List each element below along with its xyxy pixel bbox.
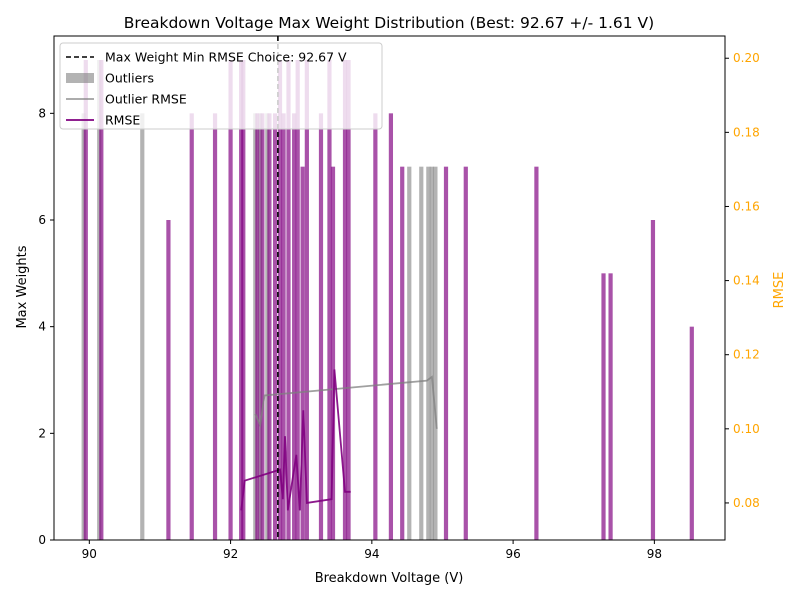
- max-weight-bar: [330, 166, 336, 540]
- chart-title: Breakdown Voltage Max Weight Distributio…: [124, 14, 654, 32]
- y-axis-title: Max Weights: [15, 245, 30, 328]
- x-tick-label: 96: [505, 547, 520, 561]
- x-tick-label: 92: [223, 547, 238, 561]
- x-tick-label: 98: [647, 547, 662, 561]
- legend-box: [59, 42, 383, 130]
- y2-tick-label: 0.10: [733, 422, 760, 436]
- outlier-bar: [429, 166, 434, 540]
- max-weight-bar: [689, 326, 694, 540]
- outlier-bar: [426, 166, 431, 540]
- max-weight-bar: [189, 113, 194, 540]
- y2-tick-label: 0.12: [733, 348, 760, 362]
- max-weight-bar: [277, 60, 283, 540]
- y-tick-label: 0: [38, 533, 46, 547]
- max-weight-bar: [239, 60, 244, 540]
- max-weight-bar: [327, 60, 332, 540]
- max-weight-bar: [443, 166, 449, 540]
- max-weight-bar: [99, 60, 104, 540]
- rmse-line: [240, 369, 351, 511]
- max-weight-bar: [463, 166, 468, 540]
- outlier-bar: [97, 60, 102, 540]
- max-weight-bar: [212, 113, 218, 540]
- legend-swatch-outliers: [66, 73, 94, 83]
- plot-area: 90 92 94 96 98 0 2 4 6 8 0.08 0.10 0.12 0.14 0.16 0.18 0…: [38, 35, 760, 561]
- legend-label: Outlier RMSE: [105, 92, 187, 107]
- max-weight-bar: [373, 113, 378, 540]
- max-weight-bar: [650, 220, 656, 540]
- max-weight-bar: [83, 60, 88, 540]
- y-tick-label: 4: [38, 320, 46, 334]
- max-weight-bar: [260, 113, 265, 540]
- max-weight-bar: [286, 60, 291, 540]
- max-weight-bar: [228, 60, 233, 540]
- max-weight-bar: [292, 113, 297, 540]
- y-tick-label: 6: [38, 213, 46, 227]
- outlier-bar: [253, 113, 258, 540]
- max-weight-bar: [281, 113, 286, 540]
- max-weight-bar: [300, 166, 305, 540]
- max-weight-bar: [342, 60, 348, 540]
- max-weight-bar: [346, 60, 351, 540]
- max-weight-bar: [267, 113, 272, 540]
- outlier-bar: [258, 113, 263, 540]
- max-weight-bar: [400, 166, 405, 540]
- y-tick-label: 2: [38, 426, 46, 440]
- max-weight-bar: [388, 113, 394, 540]
- y2-tick-label: 0.16: [733, 199, 760, 213]
- max-weight-bar: [166, 220, 171, 540]
- y2-tick-label: 0.08: [733, 496, 760, 510]
- axes-frame: [53, 35, 726, 541]
- x-axis-title: Breakdown Voltage (V): [315, 571, 464, 586]
- outlier-bar: [265, 113, 270, 540]
- outlier-rmse-line: [254, 375, 438, 429]
- y2-tick-label: 0.18: [733, 125, 760, 139]
- max-weight-bar: [601, 273, 606, 540]
- legend-label: Max Weight Min RMSE Choice: 92.67 V: [105, 50, 347, 65]
- max-weight-bar: [272, 113, 278, 540]
- max-weight-bar: [255, 113, 260, 540]
- outlier-bar: [433, 166, 438, 540]
- y2-tick-label: 0.14: [733, 274, 760, 288]
- outlier-bar: [81, 113, 86, 540]
- y-tick-label: 8: [38, 106, 46, 120]
- x-tick-label: 94: [364, 547, 379, 561]
- max-weight-bar: [318, 113, 324, 540]
- outlier-bar: [407, 166, 412, 540]
- outlier-bar: [140, 113, 145, 540]
- y2-tick-label: 0.20: [733, 51, 760, 65]
- max-weight-bar: [608, 273, 613, 540]
- y2-axis-title: RMSE: [772, 272, 787, 309]
- max-weight-bar: [304, 60, 309, 540]
- max-weight-bar: [295, 60, 300, 540]
- x-tick-label: 90: [82, 547, 97, 561]
- legend-label: RMSE: [105, 113, 140, 128]
- max-weight-bar: [534, 166, 539, 540]
- max-weight-bar: [241, 60, 246, 540]
- legend: Max Weight Min RMSE Choice: 92.67 V Outli…: [59, 42, 383, 130]
- legend-label: Outliers: [105, 71, 154, 86]
- outlier-bar: [419, 166, 424, 540]
